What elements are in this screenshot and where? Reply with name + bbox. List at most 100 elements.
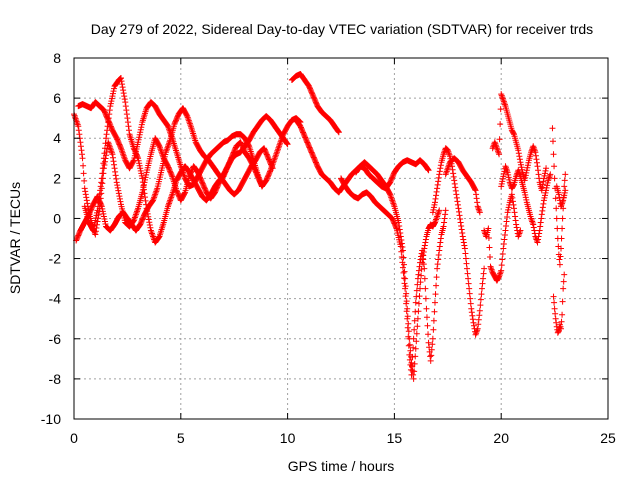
data-point-plus [413,338,420,345]
data-point-plus [466,285,473,292]
data-point-plus [114,182,121,189]
data-point-plus [421,242,428,249]
data-point-plus [435,252,442,259]
data-point-plus [432,195,439,202]
data-point-plus [101,215,108,222]
data-point-plus [503,218,510,225]
data-point-plus [533,156,540,163]
data-point-plus [559,225,566,232]
data-point-plus [266,168,273,175]
data-point-plus [137,165,144,172]
data-point-plus [265,156,272,163]
data-point-plus [135,136,142,143]
data-point-plus [455,205,462,212]
data-point-plus [535,167,542,174]
data-point-plus [386,190,393,197]
data-point-plus [310,93,317,100]
data-point-plus [561,183,568,190]
data-point-plus [120,90,127,97]
data-point-plus [517,161,524,168]
data-point-plus [398,248,405,255]
data-point-plus [117,75,124,82]
data-point-plus [181,190,188,197]
data-point-plus [306,84,313,91]
data-point-plus [496,151,503,158]
data-point-plus [531,227,538,234]
data-point-plus [398,254,405,261]
chart-title: Day 279 of 2022, Sidereal Day-to-day VTE… [91,21,593,37]
plot-frame [73,57,609,420]
data-point-plus [91,222,98,229]
data-point-plus [553,215,560,222]
data-point-plus [137,220,144,227]
data-point-plus [417,259,424,266]
data-point-plus [79,155,86,162]
data-point-plus [238,141,245,148]
data-point-plus [425,331,432,338]
data-point-plus [104,114,111,121]
data-point-plus [451,177,458,184]
data-point-plus [172,118,179,125]
x-tick-label: 5 [177,430,185,446]
data-point-plus [504,209,511,216]
data-point-plus [139,175,146,182]
data-point-plus [413,330,420,337]
data-point-plus [101,108,108,115]
data-point-plus [408,371,415,378]
data-point-plus [92,228,99,235]
data-point-plus [544,179,551,186]
data-point-plus [431,220,438,227]
data-point-plus [538,211,545,218]
data-point-plus [269,164,276,171]
data-point-plus [436,171,443,178]
data-point-plus [435,178,442,185]
data-point-plus [516,156,523,163]
data-point-plus [400,269,407,276]
data-point-plus [476,312,483,319]
data-point-plus [108,98,115,105]
data-point-plus [472,187,479,194]
data-point-plus [108,124,115,131]
data-point-plus [500,241,507,248]
data-point-plus [411,326,418,333]
data-point-plus [539,207,546,214]
data-point-plus [117,198,124,205]
data-point-plus [93,212,100,219]
data-point-plus [534,239,541,246]
data-point-plus [518,164,525,171]
data-point-plus [81,177,88,184]
data-point-plus [436,247,443,254]
data-point-plus [559,311,566,318]
data-point-plus [468,309,475,316]
data-point-plus [335,128,342,135]
data-point-plus [138,217,145,224]
data-point-plus [449,163,456,170]
data-point-plus [102,220,109,227]
data-point-plus [111,85,118,92]
data-point-plus [441,215,448,222]
data-point-plus [92,217,99,224]
data-point-plus [101,109,108,116]
data-point-plus [499,256,506,263]
data-point-plus [221,170,228,177]
data-point-plus [433,282,440,289]
data-point-plus [119,81,126,88]
data-point-plus [302,134,309,141]
data-point-plus [391,221,398,228]
data-point-plus [263,176,270,183]
data-point-plus [412,345,419,352]
data-point-plus [223,165,230,172]
data-point-plus [536,227,543,234]
data-point-plus [556,256,563,263]
data-point-plus [561,189,568,196]
data-point-plus [266,159,273,166]
data-point-plus [138,124,145,131]
data-point-plus [530,224,537,231]
data-point-plus [418,272,425,279]
data-point-plus [304,140,311,147]
data-point-plus [231,148,238,155]
data-point-plus [308,89,315,96]
y-tick-label: -8 [49,371,62,387]
data-point-plus [389,215,396,222]
data-point-plus [230,150,237,157]
